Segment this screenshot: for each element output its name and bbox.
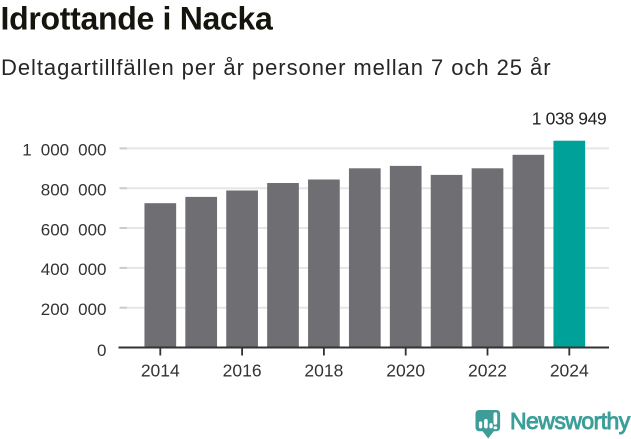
svg-text:2014: 2014	[141, 360, 180, 380]
svg-text:1 038 949: 1 038 949	[532, 108, 607, 128]
svg-text:Idrottande i Nacka: Idrottande i Nacka	[1, 0, 274, 36]
svg-text:800 000: 800 000	[41, 181, 107, 200]
svg-text:Newsworthy: Newsworthy	[510, 408, 631, 434]
svg-text:2016: 2016	[223, 360, 262, 380]
svg-text:1 000 000: 1 000 000	[22, 141, 106, 160]
svg-text:2020: 2020	[386, 360, 425, 380]
svg-text:Deltagartillfällen per år pers: Deltagartillfällen per år personer mella…	[1, 55, 552, 80]
svg-text:400 000: 400 000	[41, 260, 107, 279]
svg-text:200 000: 200 000	[41, 300, 107, 319]
svg-text:2024: 2024	[550, 360, 589, 380]
svg-text:2022: 2022	[468, 360, 507, 380]
svg-text:2018: 2018	[304, 360, 343, 380]
svg-text:600 000: 600 000	[41, 220, 107, 239]
svg-text:0: 0	[97, 341, 106, 360]
